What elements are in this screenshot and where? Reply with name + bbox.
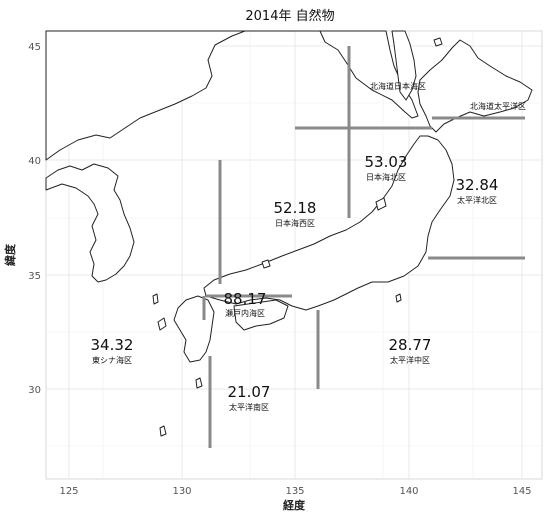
region-label-sea-of-japan-west: 52.18 日本海西区 [274, 199, 317, 228]
y-tick-label: 30 [28, 385, 41, 396]
region-value: 88.17 [224, 290, 267, 308]
x-tick-label: 130 [172, 486, 191, 497]
y-axis: 30 35 40 45 緯度 [3, 42, 41, 396]
region-name: 瀬戸内海区 [225, 308, 265, 318]
x-tick-label: 145 [512, 486, 531, 497]
region-value: 21.07 [228, 383, 271, 401]
region-name: 日本海北区 [366, 172, 406, 182]
island-oki [261, 259, 271, 269]
region-label-sea-of-japan-north: 53.03 日本海北区 [365, 153, 408, 182]
sakhalin-island [391, 30, 417, 101]
region-value: 52.18 [274, 199, 317, 217]
region-boundaries [202, 46, 525, 448]
island-rishiri [433, 37, 443, 47]
region-label-pacific-central: 28.77 太平洋中区 [389, 336, 432, 365]
region-label-hokkaido-sea-of-japan: 北海道日本海区 [370, 81, 426, 91]
region-name: 北海道日本海区 [370, 81, 426, 91]
hokkaido-island [417, 39, 533, 133]
x-tick-label: 125 [59, 486, 78, 497]
region-value: 34.32 [91, 336, 134, 354]
island-amami [159, 425, 167, 437]
y-tick-label: 35 [28, 271, 41, 282]
island-tanegashima [195, 377, 203, 389]
x-axis: 125 130 135 140 145 経度 [59, 486, 531, 512]
region-name: 東シナ海区 [92, 355, 132, 365]
island-tsushima [152, 293, 159, 305]
region-label-east-china-sea: 34.32 東シナ海区 [91, 336, 134, 365]
korean-peninsula [45, 163, 135, 283]
region-label-pacific-north: 32.84 太平洋北区 [456, 176, 499, 205]
region-value: 32.84 [456, 176, 499, 194]
x-tick-label: 135 [285, 486, 304, 497]
region-name: 太平洋中区 [390, 355, 430, 365]
region-name: 日本海西区 [275, 218, 315, 228]
y-tick-label: 45 [28, 42, 41, 53]
region-value: 28.77 [389, 336, 432, 354]
shikoku-island [233, 299, 289, 331]
region-name: 太平洋南区 [229, 402, 269, 412]
region-label-hokkaido-pacific: 北海道太平洋区 [470, 101, 526, 111]
region-label-pacific-south: 21.07 太平洋南区 [228, 383, 271, 412]
region-label-seto-inland-sea: 88.17 瀬戸内海区 [224, 290, 267, 318]
map-title: 2014年 自然物 [245, 8, 334, 24]
region-name: 北海道太平洋区 [470, 101, 526, 111]
island-sado [375, 197, 387, 211]
coastlines [45, 30, 533, 437]
region-value: 53.03 [365, 153, 408, 171]
y-tick-label: 40 [28, 156, 41, 167]
x-axis-title: 経度 [283, 498, 306, 512]
region-name: 太平洋北区 [457, 195, 497, 205]
island-izu [395, 293, 402, 303]
x-tick-label: 140 [399, 486, 418, 497]
island-goto [157, 317, 167, 331]
y-axis-title: 緯度 [3, 243, 17, 266]
